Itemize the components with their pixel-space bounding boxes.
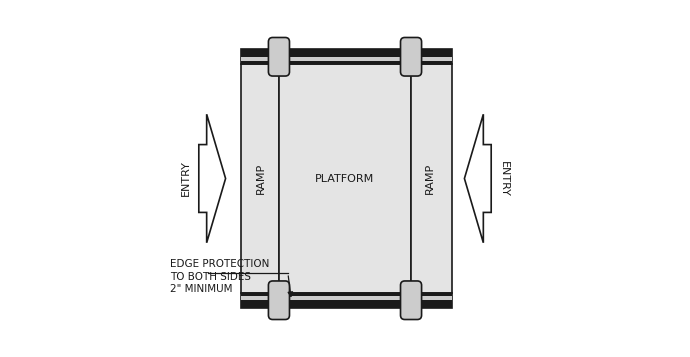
FancyBboxPatch shape [400,281,422,320]
Bar [241,49,452,64]
Text: RAMP: RAMP [255,163,266,194]
Text: ENTRY: ENTRY [499,161,509,196]
Bar [279,64,411,293]
Bar [241,57,452,61]
Text: PLATFORM: PLATFORM [315,174,375,183]
Bar [411,64,452,293]
Bar [241,293,452,308]
FancyBboxPatch shape [400,37,422,76]
Polygon shape [199,114,226,243]
Text: ENTRY: ENTRY [181,161,191,196]
Bar [241,64,279,293]
FancyBboxPatch shape [268,37,290,76]
Bar [241,296,452,300]
Polygon shape [464,114,491,243]
Text: RAMP: RAMP [424,163,435,194]
Text: EDGE PROTECTION
TO BOTH SIDES
2" MINIMUM: EDGE PROTECTION TO BOTH SIDES 2" MINIMUM [170,259,270,295]
FancyBboxPatch shape [268,281,290,320]
